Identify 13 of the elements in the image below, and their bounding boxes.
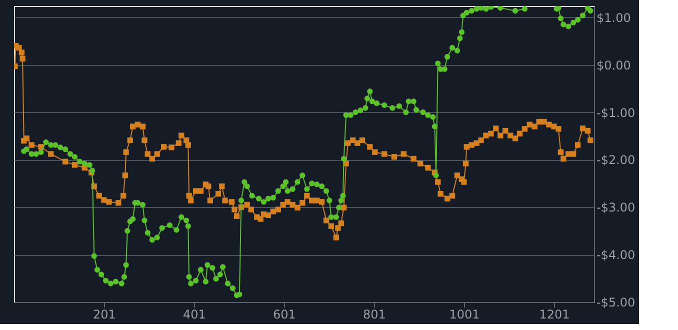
y-tick-label: -$2.00: [596, 153, 636, 168]
x-tick-label: 401: [183, 308, 206, 322]
y-tick-label: -$5.00: [596, 296, 636, 310]
y-tick-label: -$3.00: [596, 200, 636, 215]
x-tick-label: 1201: [539, 308, 570, 322]
y-tick-label: -$1.00: [596, 106, 636, 120]
y-tick-label: $1.00: [596, 10, 631, 25]
x-tick-label: 601: [273, 308, 296, 322]
y-tick-label: -$4.00: [596, 248, 636, 262]
x-tick-label: 801: [363, 308, 386, 322]
x-tick-label: 1001: [449, 308, 480, 322]
y-tick-label: $0.00: [596, 58, 631, 72]
x-tick-label: 201: [93, 308, 116, 322]
